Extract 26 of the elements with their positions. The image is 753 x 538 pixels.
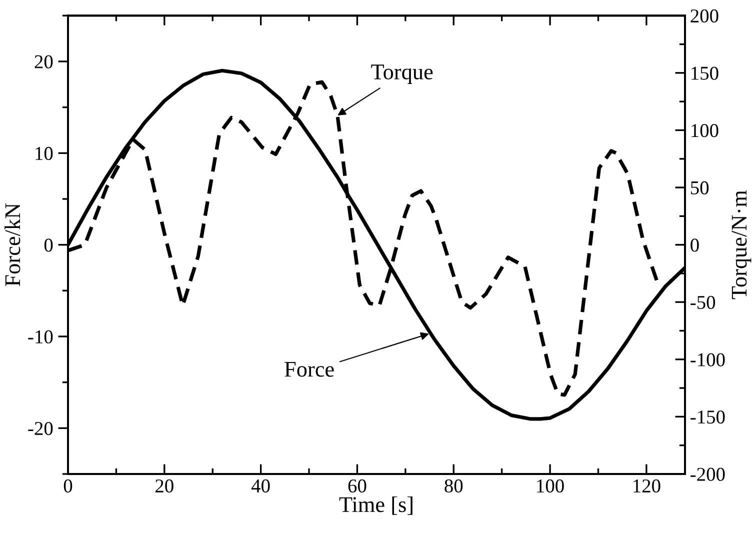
y2-tick-label: 150 — [692, 66, 718, 80]
y-tick-label: 20 — [34, 55, 53, 68]
x-tick-label: 20 — [156, 479, 174, 493]
y-tick-label: -20 — [28, 422, 53, 436]
x-tick-label: 40 — [251, 479, 270, 493]
y-tick-label: 0 — [44, 238, 53, 252]
y2-tick-label: 0 — [690, 238, 699, 252]
y2-tick-label: -150 — [690, 410, 725, 424]
y-tick-label: 10 — [36, 146, 53, 160]
y2-tick-label: 50 — [690, 181, 709, 194]
y-axis-title: Force/kN — [4, 203, 20, 286]
y2-tick-label: 200 — [690, 9, 718, 23]
y2-axis-title: Torque/N·m — [732, 190, 752, 300]
x-tick-label: 80 — [444, 479, 463, 493]
x-axis-title: Time [s] — [339, 496, 412, 515]
y2-tick-label: -200 — [690, 468, 725, 481]
y2-tick-label: -100 — [690, 353, 725, 366]
y2-tick-label: 100 — [692, 124, 718, 138]
x-tick-label: 120 — [634, 479, 660, 493]
x-tick-label: 60 — [348, 479, 366, 493]
y2-tick-label: -50 — [690, 296, 716, 310]
annotation: Force — [284, 362, 334, 377]
y-tick-label: -10 — [28, 330, 53, 344]
x-tick-label: 0 — [64, 479, 72, 493]
x-tick-label: 100 — [537, 479, 564, 493]
annotation: Torque — [371, 64, 433, 84]
